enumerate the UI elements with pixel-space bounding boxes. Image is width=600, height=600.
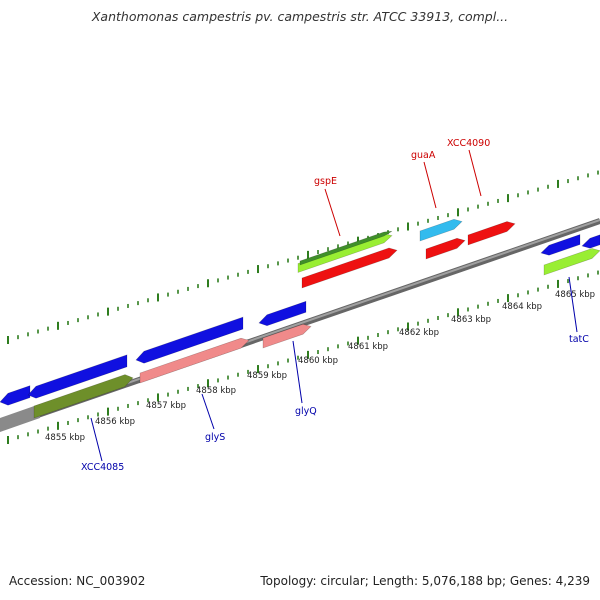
gene-label-gspE[interactable]: gspE (314, 176, 337, 187)
leader-line-glyS (201, 393, 215, 430)
gene-label-XCC4085[interactable]: XCC4085 (81, 462, 124, 473)
inner-tick-track (7, 270, 599, 444)
gene-label-guaA[interactable]: guaA (411, 150, 436, 161)
leader-line-XCC4085 (90, 417, 103, 462)
gene-guaA-red[interactable] (425, 237, 466, 260)
topology-summary: Topology: circular; Length: 5,076,188 bp… (260, 574, 590, 588)
gene-guaA-cyan[interactable] (419, 218, 463, 242)
scale-label: 4861 kbp (348, 342, 388, 352)
scale-label: 4863 kbp (451, 315, 491, 325)
scale-label: 4860 kbp (298, 356, 338, 366)
gene-XCC4090-red[interactable] (467, 221, 516, 246)
scale-label: 4859 kbp (247, 371, 287, 381)
gene-labels: gspE guaA XCC4090 XCC4085 glyS glyQ tatC (81, 138, 589, 473)
accession-text: Accession: NC_003902 (9, 574, 146, 588)
scale-label: 4858 kbp (196, 386, 236, 396)
scale-label: 4864 kbp (502, 302, 542, 312)
gene-glyS-pink[interactable] (139, 337, 250, 384)
scale-label: 4862 kbp (399, 328, 439, 338)
scale-labels: 4855 kbp 4856 kbp 4857 kbp 4858 kbp 4859… (45, 290, 595, 443)
gene-label-glyQ[interactable]: glyQ (295, 406, 317, 417)
scale-label: 4865 kbp (555, 290, 595, 300)
leader-line-gspE (324, 188, 341, 237)
scale-label: 4856 kbp (95, 417, 135, 427)
leader-line-guaA (423, 161, 437, 209)
gene-glyS-blue[interactable] (135, 316, 244, 364)
gene-gspE-red[interactable] (301, 247, 398, 289)
gene-XCC4085-olive[interactable] (33, 374, 134, 419)
outer-tick-track (7, 170, 599, 344)
gene-features (0, 218, 600, 419)
gene-glyQ-blue[interactable] (258, 300, 307, 327)
gene-label-glyS[interactable]: glyS (205, 432, 225, 443)
gene-gspE-shadow[interactable] (299, 230, 393, 266)
gene-XCC4085-blue[interactable] (27, 354, 128, 399)
gene-label-XCC4090[interactable]: XCC4090 (447, 138, 490, 149)
leader-line-XCC4090 (468, 149, 482, 197)
leader-line-glyQ (292, 340, 303, 404)
gene-blue-edge[interactable] (581, 234, 600, 249)
gene-tatC-blue[interactable] (540, 234, 581, 256)
leader-lines (90, 149, 578, 462)
gene-glyQ-pink[interactable] (262, 323, 312, 349)
scale-label: 4857 kbp (146, 401, 186, 411)
map-title: Xanthomonas campestris pv. campestris st… (91, 9, 509, 24)
gene-blue-left[interactable] (0, 385, 31, 406)
scale-label: 4855 kbp (45, 433, 85, 443)
gene-label-tatC[interactable]: tatC (569, 334, 589, 345)
leader-line-tatC (568, 276, 578, 333)
gene-tatC-lime[interactable] (543, 248, 600, 276)
